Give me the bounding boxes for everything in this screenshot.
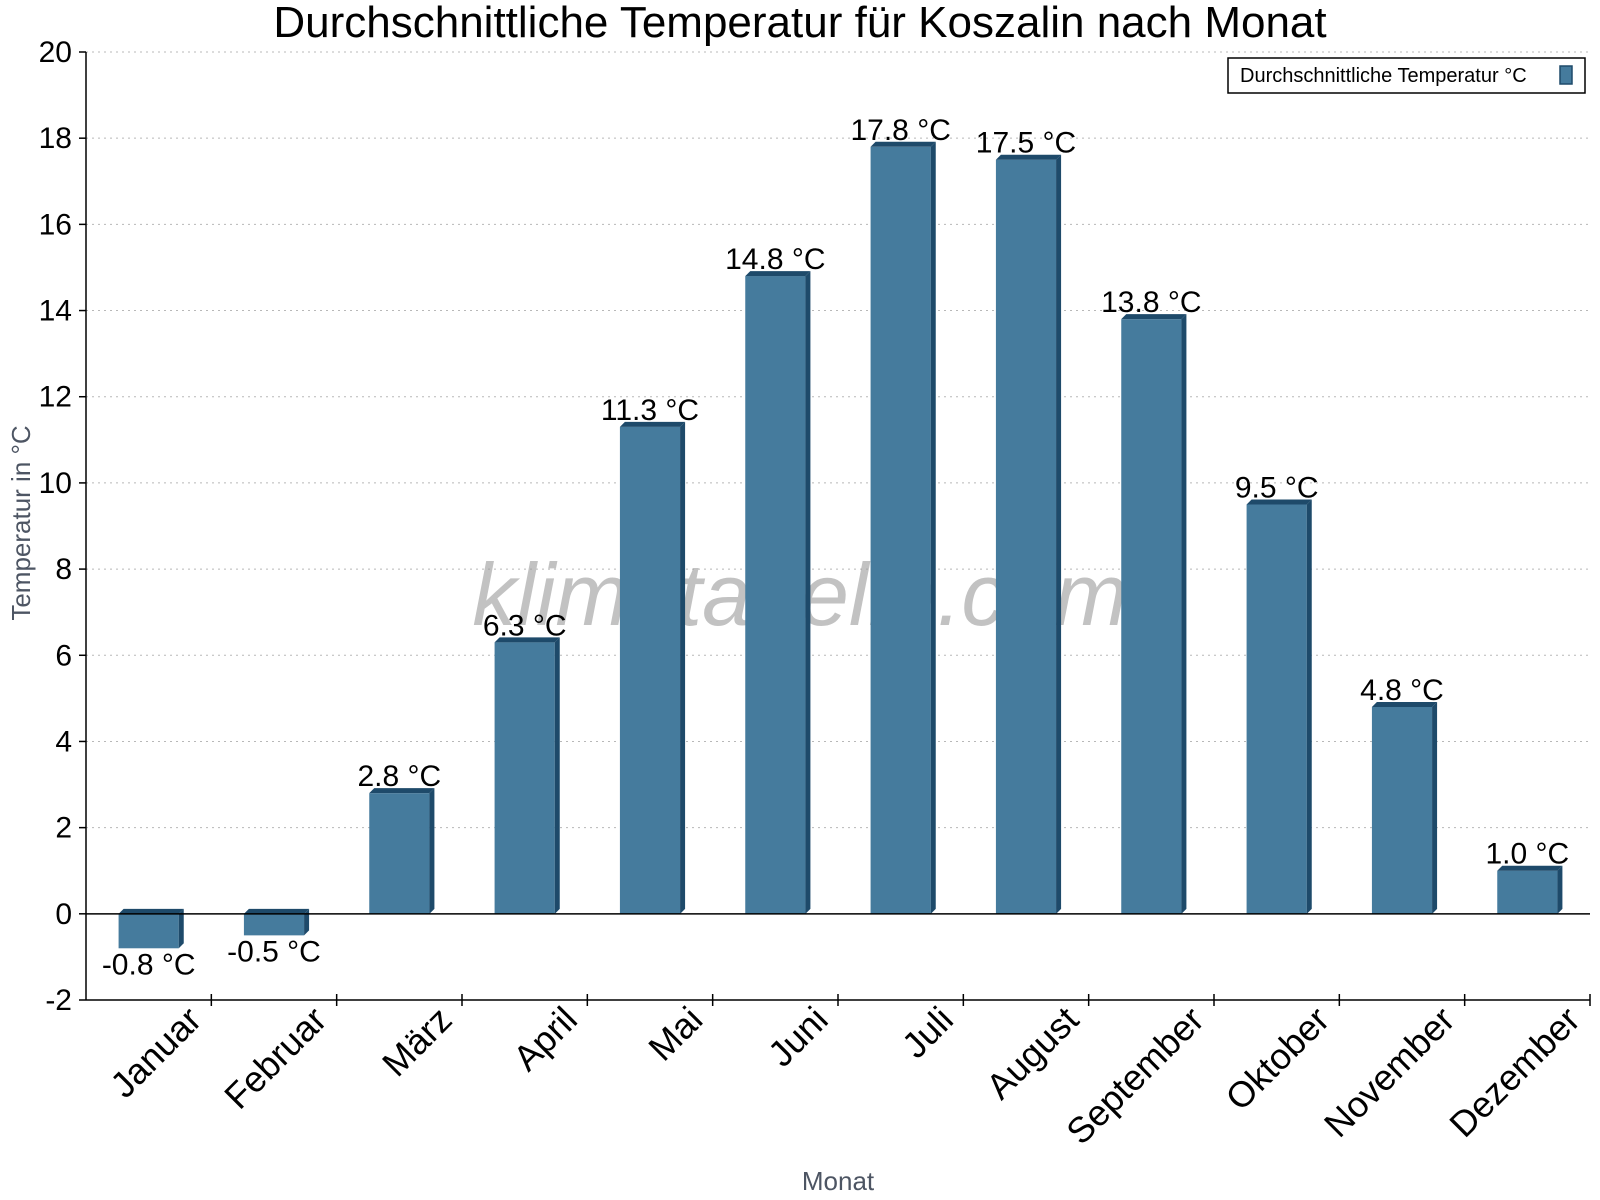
bar-side [1432,701,1438,914]
y-tick-label: 4 [55,725,72,758]
gridlines [86,51,1590,829]
y-axis-title: Temperatur in °C [6,425,36,620]
bar-top [494,637,560,643]
data-label: 17.8 °C [850,114,950,147]
y-tick-label: 20 [39,36,72,69]
bar-side [805,271,811,914]
bar-face [118,913,179,949]
x-category-label: August [978,999,1086,1107]
bar-top [243,908,310,914]
bar [369,788,435,914]
bar-top [995,154,1062,160]
bar [995,154,1062,914]
y-tick-label: 14 [39,295,72,328]
bar-face [745,276,806,914]
bar [619,421,686,914]
y-tick-label: 8 [55,553,72,586]
bar-side [429,788,435,914]
legend: Durchschnittliche Temperatur °C [1227,57,1586,94]
y-tick-label: 16 [39,208,72,241]
y-tick-label: -2 [45,984,72,1017]
y-tick-label: 0 [55,898,72,931]
bar-side [1557,865,1563,914]
data-label: -0.8 °C [102,948,196,981]
bar-face [1371,706,1433,914]
data-label: -0.5 °C [227,935,321,968]
bar [1497,865,1563,914]
y-tick-label: 6 [55,639,72,672]
bar-face [1246,504,1307,914]
bar-face [369,793,430,914]
x-axis-title: Monat [802,1166,875,1196]
bar-top [369,788,435,794]
legend-label: Durchschnittliche Temperatur °C [1240,65,1527,87]
data-label: 11.3 °C [601,394,699,427]
bar-side [1056,154,1062,914]
bar-top [619,421,686,427]
data-label: 4.8 °C [1360,674,1444,707]
bar-top [1497,865,1563,871]
bar [745,271,811,914]
y-tick-label: 2 [55,812,72,845]
bar [1371,701,1438,914]
legend-swatch [1559,65,1573,85]
y-tick-label: 18 [39,122,72,155]
data-label: 14.8 °C [725,243,825,276]
data-labels: -0.8 °C -0.5 °C 2.8 °C 6.3 °C 11.3 °C 14.8 °C… [102,114,1569,981]
bar-side [680,421,686,914]
legend-box [1227,57,1586,94]
bar-top [1121,314,1187,320]
bar [494,637,560,914]
bar [870,141,936,914]
data-label: 6.3 °C [483,609,567,642]
bar-face [619,426,681,914]
bar-face [494,642,555,914]
data-label: 17.5 °C [976,127,1076,160]
bar [118,908,184,949]
x-category-label: März [374,999,460,1085]
bar-side [1306,499,1312,914]
bar [1246,499,1312,914]
bar-face [1497,870,1558,914]
bars [118,141,1563,949]
bar-top [745,271,811,277]
bar-side [178,908,184,949]
bar-face [243,913,305,936]
bar-side [930,141,936,914]
x-category-label: November [1316,999,1462,1145]
x-category-label: Mai [640,999,710,1069]
bar-side [304,908,310,936]
data-label: 13.8 °C [1101,286,1201,319]
data-label: 9.5 °C [1235,471,1319,504]
bar-face [995,159,1057,914]
x-category-label: Juli [894,999,961,1066]
bar-top [118,908,184,914]
data-label: 1.0 °C [1485,838,1569,871]
bar-side [1181,314,1187,914]
bar-side [554,637,560,914]
x-category-label: April [505,999,585,1079]
bar [243,908,310,936]
y-tick-label: 10 [39,467,72,500]
bar-face [870,146,931,914]
x-category-label: Oktober [1217,999,1337,1119]
bar-top [1246,499,1312,505]
chart-title: Durchschnittliche Temperatur für Koszali… [273,0,1326,47]
x-category-label: Juni [760,999,836,1075]
y-tick-label: 12 [39,381,72,414]
bar-top [1371,701,1438,707]
bar-face [1121,319,1182,914]
bar-top [870,141,936,147]
x-category-label: Februar [216,999,334,1117]
x-category-label: Dezember [1441,999,1587,1145]
bar [1121,314,1187,914]
data-label: 2.8 °C [357,760,441,793]
x-category-label: September [1058,999,1212,1153]
x-category-label: Januar [102,999,209,1106]
